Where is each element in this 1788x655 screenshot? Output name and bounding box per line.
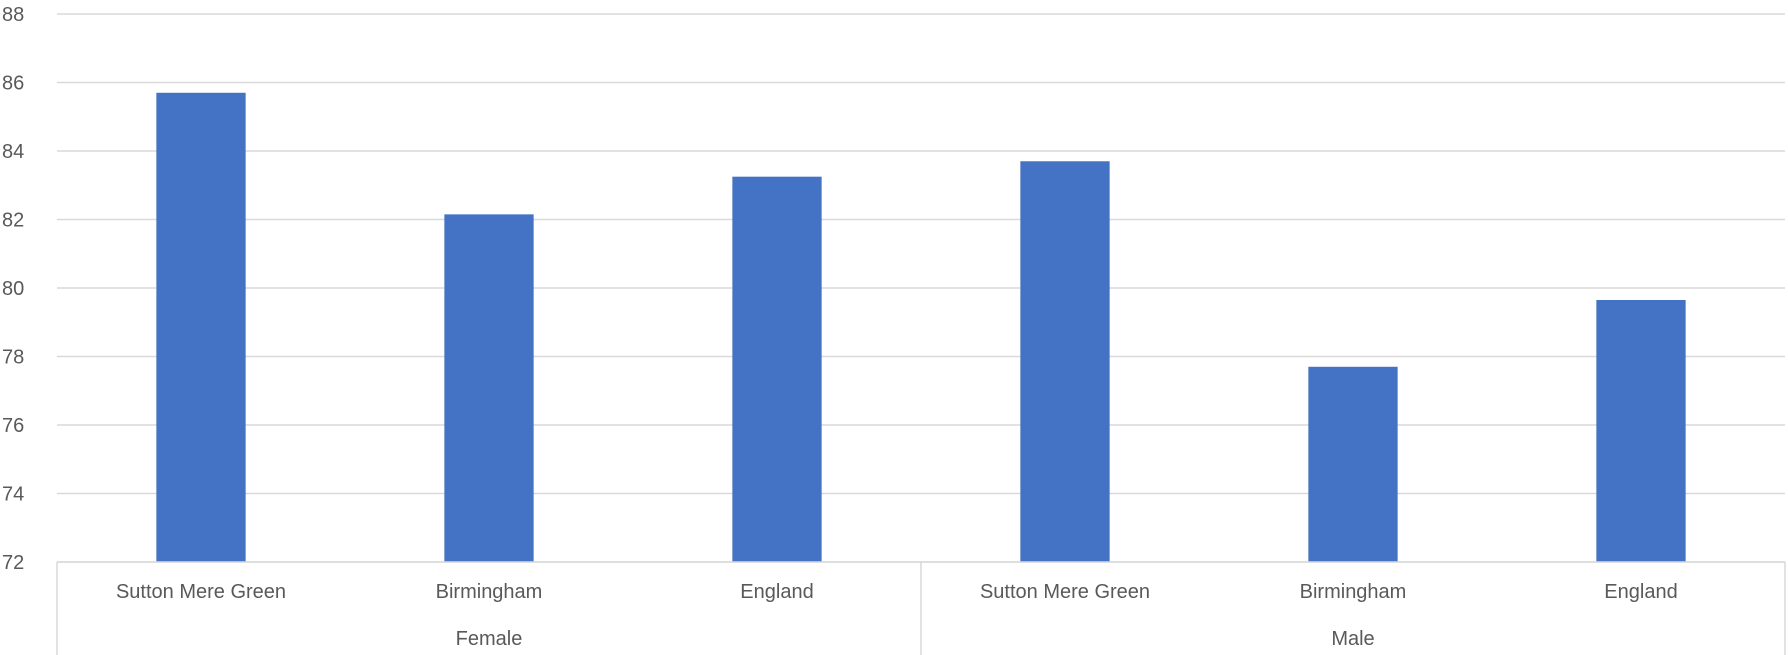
category-label: Birmingham xyxy=(436,581,543,603)
y-tick-label: 84 xyxy=(2,141,24,163)
y-tick-label: 86 xyxy=(2,73,24,95)
x-axis: Sutton Mere Green Birmingham England Female… xyxy=(56,561,1786,655)
y-tick-label: 76 xyxy=(2,415,24,437)
y-tick-label: 78 xyxy=(2,347,24,369)
y-tick-label: 88 xyxy=(2,4,24,26)
y-tick-label: 72 xyxy=(2,552,24,574)
group-label: Female xyxy=(456,628,523,650)
bar xyxy=(732,176,822,562)
bars xyxy=(156,92,1686,563)
category-label: Sutton Mere Green xyxy=(116,581,286,603)
bar xyxy=(1020,161,1110,562)
category-label: England xyxy=(1604,581,1677,603)
bar xyxy=(156,92,246,563)
gridlines xyxy=(57,13,1785,563)
bar xyxy=(444,214,534,563)
bar xyxy=(1308,366,1398,562)
y-tick-label: 80 xyxy=(2,278,24,300)
category-label: Sutton Mere Green xyxy=(980,581,1150,603)
y-tick-label: 74 xyxy=(2,484,24,506)
bar xyxy=(1596,299,1686,562)
y-axis: 72 74 76 78 80 82 84 86 88 xyxy=(2,4,24,574)
category-label: England xyxy=(740,581,813,603)
group-label: Male xyxy=(1331,628,1374,650)
category-label: Birmingham xyxy=(1300,581,1407,603)
y-tick-label: 82 xyxy=(2,210,24,232)
